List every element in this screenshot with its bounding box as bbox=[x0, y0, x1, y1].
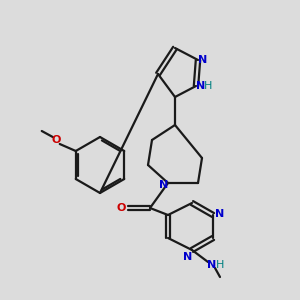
Text: N: N bbox=[196, 81, 206, 91]
Text: N: N bbox=[198, 55, 208, 65]
Text: N: N bbox=[159, 180, 169, 190]
Text: N: N bbox=[215, 209, 225, 219]
Text: N: N bbox=[207, 260, 217, 270]
Text: O: O bbox=[116, 203, 126, 213]
Text: O: O bbox=[51, 135, 60, 145]
Text: N: N bbox=[183, 252, 193, 262]
Text: H: H bbox=[216, 260, 224, 270]
Text: H: H bbox=[204, 81, 212, 91]
